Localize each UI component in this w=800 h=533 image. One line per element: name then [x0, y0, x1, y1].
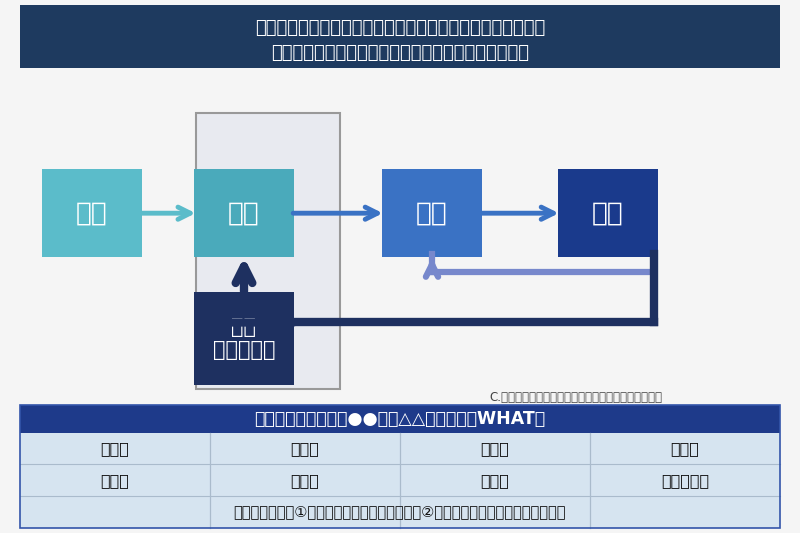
FancyBboxPatch shape [42, 169, 142, 257]
Text: 世界観: 世界観 [290, 473, 319, 488]
Text: 人間観: 人間観 [101, 441, 130, 456]
Text: 組織観: 組織観 [481, 441, 510, 456]
Text: 判断: 判断 [228, 200, 260, 226]
FancyBboxPatch shape [382, 169, 482, 257]
Text: 事業観: 事業観 [670, 441, 699, 456]
Text: C.アージリス「ダブル・ループ学習」をヒントに作成: C.アージリス「ダブル・ループ学習」をヒントに作成 [490, 391, 662, 403]
Text: 人生観: 人生観 [101, 473, 130, 488]
Text: リーダーシップ行動の持続的変化・成長は生まれない: リーダーシップ行動の持続的変化・成長は生まれない [271, 44, 529, 62]
Text: 指導観: 指導観 [481, 473, 510, 488]
Text: 哲学（考え方）＝「●●とは△△である」（WHAT）: 哲学（考え方）＝「●●とは△△である」（WHAT） [254, 410, 546, 428]
Text: 行動: 行動 [416, 200, 448, 226]
Text: リーダー観: リーダー観 [661, 473, 709, 488]
Text: 結果: 結果 [592, 200, 624, 226]
Text: 状況: 状況 [76, 200, 108, 226]
Text: リーダー自身の哲学（考え方）がアップデートされなければ: リーダー自身の哲学（考え方）がアップデートされなければ [255, 19, 545, 37]
Text: 仕事観: 仕事観 [290, 441, 319, 456]
FancyBboxPatch shape [558, 169, 658, 257]
Text: 哲学
（考え方）: 哲学 （考え方） [213, 317, 275, 360]
FancyBboxPatch shape [20, 433, 780, 528]
FancyBboxPatch shape [194, 292, 294, 385]
FancyBboxPatch shape [20, 5, 780, 68]
FancyBboxPatch shape [196, 113, 340, 389]
FancyBboxPatch shape [194, 169, 294, 257]
FancyBboxPatch shape [20, 405, 780, 433]
Text: 例）営業観　　①営業とは物売り業である　　②営業とは顧客の問題解決業である: 例）営業観 ①営業とは物売り業である ②営業とは顧客の問題解決業である [234, 504, 566, 519]
